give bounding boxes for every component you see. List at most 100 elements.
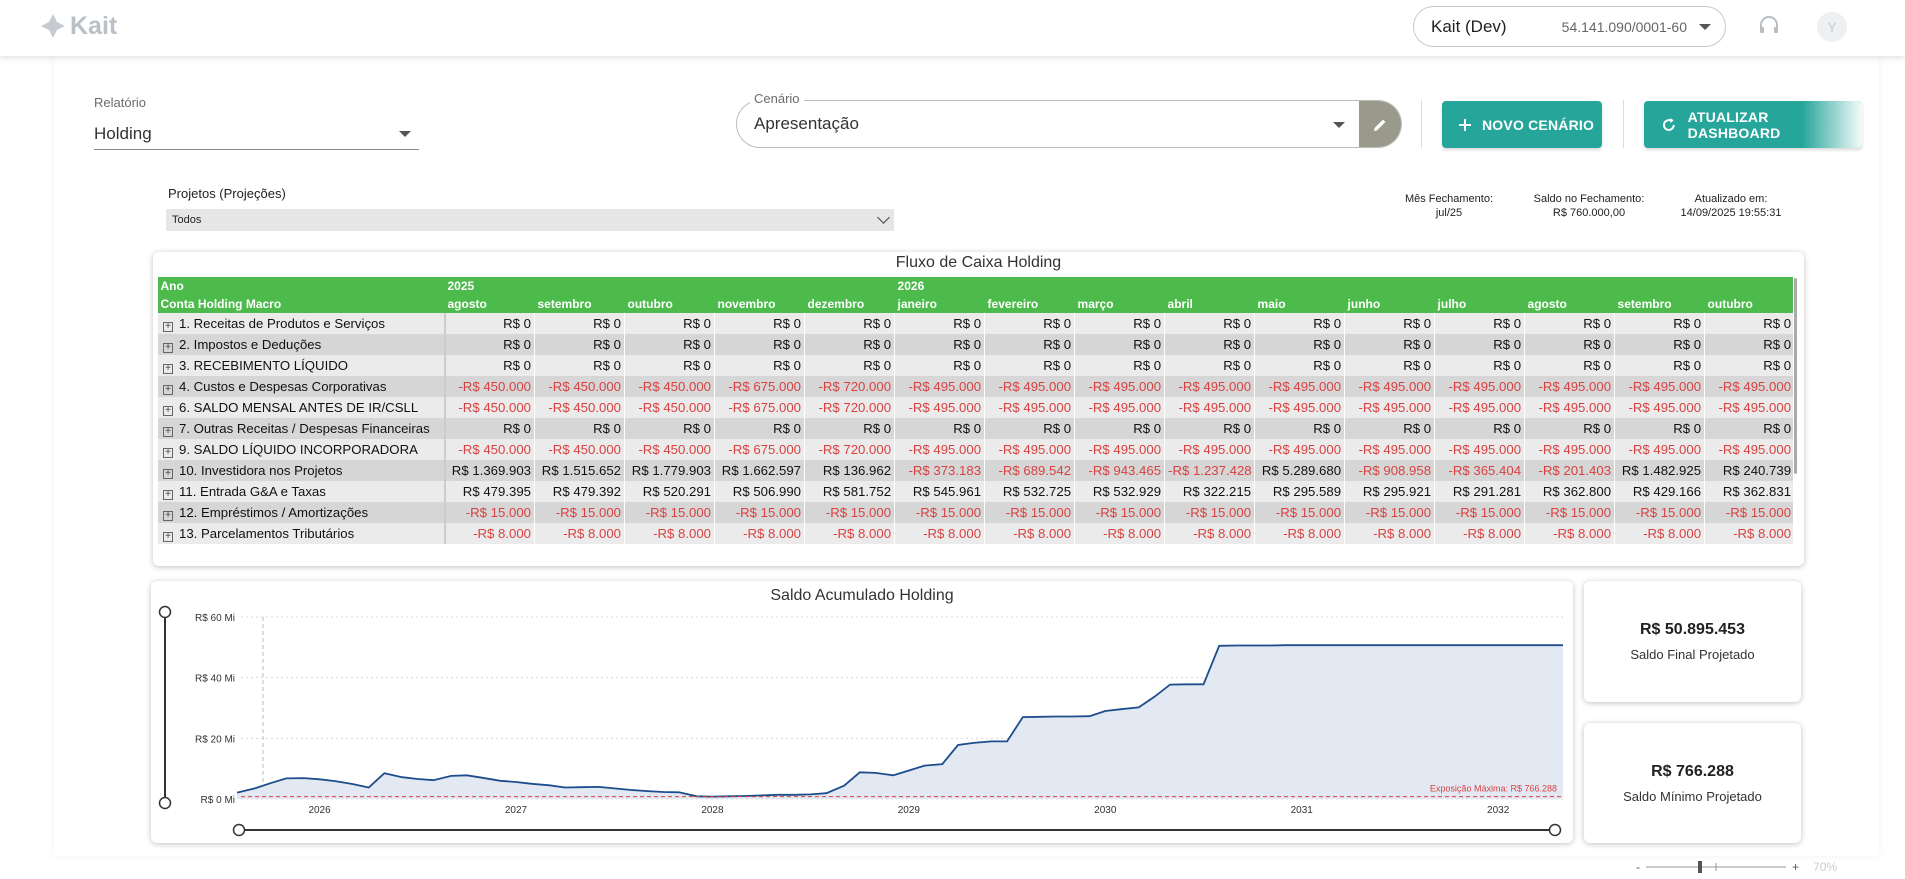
table-cell: R$ 362.800 — [1524, 481, 1615, 502]
table-cell: R$ 0 — [1344, 313, 1435, 334]
relatorio-select[interactable]: Holding — [94, 118, 419, 150]
table-cell: R$ 0 — [984, 334, 1075, 355]
table-cell: R$ 0 — [1524, 418, 1615, 439]
table-cell: -R$ 495.000 — [1074, 397, 1165, 418]
table-cell: -R$ 8.000 — [984, 523, 1075, 544]
table-cell: R$ 0 — [894, 418, 985, 439]
divider — [1421, 100, 1422, 148]
table-cell: -R$ 689.542 — [984, 460, 1075, 481]
table-cell: R$ 5.289.680 — [1254, 460, 1345, 481]
y-slider-handle-top[interactable] — [158, 605, 172, 619]
table-cell: R$ 0 — [1704, 355, 1793, 376]
table-cell: R$ 1.515.652 — [534, 460, 625, 481]
saldo-final-value: R$ 50.895.453 — [1640, 621, 1745, 638]
table-cell: -R$ 495.000 — [894, 439, 985, 460]
table-cell: -R$ 495.000 — [1164, 397, 1255, 418]
table-cell: -R$ 495.000 — [1344, 397, 1435, 418]
relatorio-value: Holding — [94, 123, 152, 143]
expand-icon[interactable]: + — [163, 322, 173, 332]
saldo-final-label: Saldo Final Projetado — [1630, 647, 1755, 662]
expand-icon[interactable]: + — [163, 448, 173, 458]
table-cell: -R$ 15.000 — [1074, 502, 1165, 523]
table-cell: R$ 0 — [1434, 418, 1525, 439]
mes-fechamento: Mês Fechamento: jul/25 — [1404, 192, 1494, 220]
month-header: setembro — [534, 295, 625, 313]
expand-icon[interactable]: + — [163, 511, 173, 521]
series-line — [236, 644, 1563, 798]
expand-icon[interactable]: + — [163, 343, 173, 353]
table-cell: -R$ 495.000 — [1614, 397, 1705, 418]
table-cell: -R$ 15.000 — [1164, 502, 1255, 523]
table-cell: R$ 0 — [803, 355, 895, 376]
table-cell: R$ 0 — [1704, 313, 1793, 334]
zoom-out-button[interactable]: - — [1636, 860, 1640, 874]
month-header: dezembro — [804, 295, 895, 313]
saldo-fechamento-value: R$ 760.000,00 — [1552, 207, 1626, 219]
month-header: agosto — [444, 295, 535, 313]
table-cell: -R$ 8.000 — [803, 523, 895, 544]
table-cell: R$ 0 — [1074, 418, 1165, 439]
row-label: +1. Receitas de Produtos e Serviços — [157, 313, 446, 334]
table-cell: R$ 136.962 — [803, 460, 895, 481]
expand-icon[interactable]: + — [163, 490, 173, 500]
fluxo-caixa-matrix[interactable]: Ano 2025 2026 Conta Holding Macro agosto set… — [157, 277, 1793, 566]
edit-cenario-button[interactable] — [1359, 101, 1401, 147]
zoom-in-button[interactable]: + — [1792, 860, 1800, 874]
relatorio-field[interactable]: Relatório Holding — [94, 95, 419, 150]
row-label: +9. SALDO LÍQUIDO INCORPORADORA — [157, 439, 446, 460]
table-cell: R$ 0 — [1164, 355, 1255, 376]
threshold-label: Exposição Máxima: R$ 766.288 — [1430, 784, 1557, 794]
saldo-fechamento-label: Saldo no Fechamento: — [1533, 193, 1645, 205]
table-cell: -R$ 495.000 — [1614, 376, 1705, 397]
company-selector[interactable]: Kait (Dev) 54.141.090/0001-60 — [1413, 6, 1726, 47]
table-cell: -R$ 8.000 — [1434, 523, 1525, 544]
divider — [1623, 100, 1624, 148]
table-cell: -R$ 495.000 — [1704, 439, 1793, 460]
month-header: outubro — [624, 295, 715, 313]
zoom-slider[interactable] — [1646, 861, 1786, 873]
table-cell: -R$ 495.000 — [1434, 397, 1525, 418]
table-cell: -R$ 15.000 — [894, 502, 985, 523]
month-header: janeiro — [894, 295, 985, 313]
table-cell: -R$ 943.465 — [1074, 460, 1165, 481]
headset-icon[interactable] — [1757, 14, 1781, 38]
avatar[interactable]: Y — [1817, 12, 1847, 42]
cenario-select[interactable]: Apresentação — [736, 100, 1402, 148]
table-cell: R$ 0 — [1344, 334, 1435, 355]
x-slider-handle-right[interactable] — [1548, 823, 1562, 837]
projetos-value: Todos — [172, 214, 202, 226]
atualizado-em: Atualizado em: 14/09/2025 19:55:31 — [1673, 192, 1789, 220]
header-conta[interactable]: Conta Holding Macro — [157, 295, 445, 313]
expand-icon[interactable]: + — [163, 469, 173, 479]
expand-icon[interactable]: + — [163, 532, 173, 542]
row-label-text: 6. SALDO MENSAL ANTES DE IR/CSLL — [179, 400, 419, 415]
table-cell: R$ 295.589 — [1254, 481, 1345, 502]
pencil-icon — [1374, 119, 1386, 131]
vertical-scrollbar[interactable] — [1794, 278, 1797, 474]
y-tick-label: R$ 0 Mi — [201, 795, 235, 806]
table-cell: -R$ 450.000 — [624, 397, 715, 418]
table-cell: -R$ 8.000 — [534, 523, 625, 544]
table-cell: R$ 0 — [624, 334, 715, 355]
expand-icon[interactable]: + — [163, 385, 173, 395]
table-cell: R$ 0 — [1614, 418, 1705, 439]
y-slider-handle-bottom[interactable] — [158, 796, 172, 810]
table-cell: -R$ 15.000 — [1344, 502, 1435, 523]
expand-icon[interactable]: + — [163, 364, 173, 374]
expand-icon[interactable]: + — [163, 427, 173, 437]
x-slider-handle-left[interactable] — [232, 823, 246, 837]
expand-icon[interactable]: + — [163, 406, 173, 416]
table-cell: R$ 0 — [444, 334, 535, 355]
table-cell: -R$ 8.000 — [1164, 523, 1255, 544]
kait-logo-icon — [41, 14, 65, 38]
saldo-minimo-card: R$ 766.288 Saldo Mínimo Projetado — [1584, 723, 1801, 843]
atualizado-em-label: Atualizado em: — [1694, 193, 1768, 205]
atualizado-em-value: 14/09/2025 19:55:31 — [1680, 207, 1782, 219]
table-cell: -R$ 8.000 — [894, 523, 985, 544]
projetos-select[interactable]: Todos — [166, 209, 894, 231]
novo-cenario-button[interactable]: NOVO CENÁRIO — [1442, 101, 1602, 148]
table-cell: R$ 0 — [1614, 313, 1705, 334]
table-cell: -R$ 450.000 — [444, 397, 535, 418]
table-cell: R$ 1.482.925 — [1614, 460, 1705, 481]
atualizar-dashboard-button[interactable]: ATUALIZAR DASHBOARD — [1644, 101, 1862, 148]
